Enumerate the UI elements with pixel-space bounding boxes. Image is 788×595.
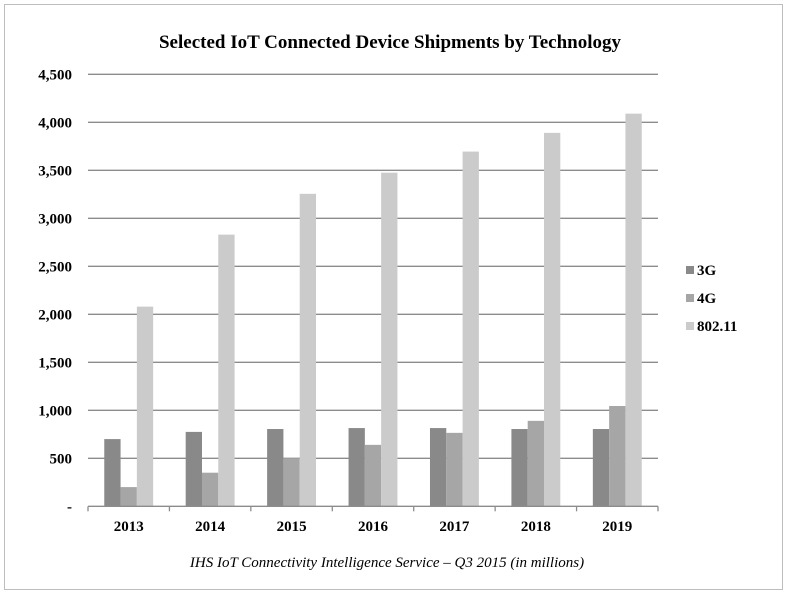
x-tick-label: 2017 xyxy=(439,519,470,535)
y-tick-label: - xyxy=(67,499,72,515)
bar-3G xyxy=(267,429,284,507)
y-tick-label: 1,500 xyxy=(38,355,72,371)
x-tick-label: 2014 xyxy=(195,519,226,535)
bar-80211 xyxy=(136,306,154,507)
bar-4G xyxy=(609,405,626,507)
bar-3G xyxy=(592,429,610,507)
legend-label: 802.11 xyxy=(697,319,737,335)
x-tick-label: 2016 xyxy=(358,519,389,535)
bar-4G xyxy=(120,487,137,507)
y-tick-label: 2,500 xyxy=(38,259,72,275)
x-tick-label: 2019 xyxy=(602,519,632,535)
y-tick-label: 3,500 xyxy=(38,163,72,179)
x-tick-label: 2013 xyxy=(114,519,144,535)
y-tick-label: 2,000 xyxy=(38,307,72,323)
bar-3G xyxy=(104,439,121,507)
chart-title: Selected IoT Connected Device Shipments … xyxy=(159,32,622,53)
legend-label: 3G xyxy=(697,263,717,279)
bar-80211 xyxy=(462,151,479,507)
bar-3G xyxy=(511,429,528,507)
legend-swatch xyxy=(686,266,694,274)
x-tick-label: 2018 xyxy=(521,519,551,535)
bar-3G xyxy=(348,428,365,507)
legend-swatch xyxy=(686,294,694,302)
bar-3G xyxy=(429,428,447,507)
y-tick-label: 3,000 xyxy=(38,211,72,227)
chart-caption: IHS IoT Connectivity Intelligence Servic… xyxy=(189,555,584,571)
legend-swatch xyxy=(686,322,694,330)
bar-80211 xyxy=(625,113,642,507)
bar-80211 xyxy=(218,234,235,507)
bar-80211 xyxy=(299,193,317,507)
y-tick-label: 1,000 xyxy=(38,403,72,419)
bar-4G xyxy=(201,472,219,507)
bar-4G xyxy=(364,444,382,507)
chart-frame xyxy=(4,4,783,590)
bar-4G xyxy=(446,432,463,507)
bar-80211 xyxy=(381,172,398,507)
y-tick-label: 4,000 xyxy=(38,115,72,131)
legend-label: 4G xyxy=(697,291,717,307)
y-tick-label: 500 xyxy=(50,451,73,467)
bar-4G xyxy=(283,458,300,507)
y-tick-label: 4,500 xyxy=(38,67,72,83)
bar-3G xyxy=(185,431,202,507)
x-tick-label: 2015 xyxy=(277,519,307,535)
bar-80211 xyxy=(544,132,561,507)
bar-4G xyxy=(527,420,545,507)
